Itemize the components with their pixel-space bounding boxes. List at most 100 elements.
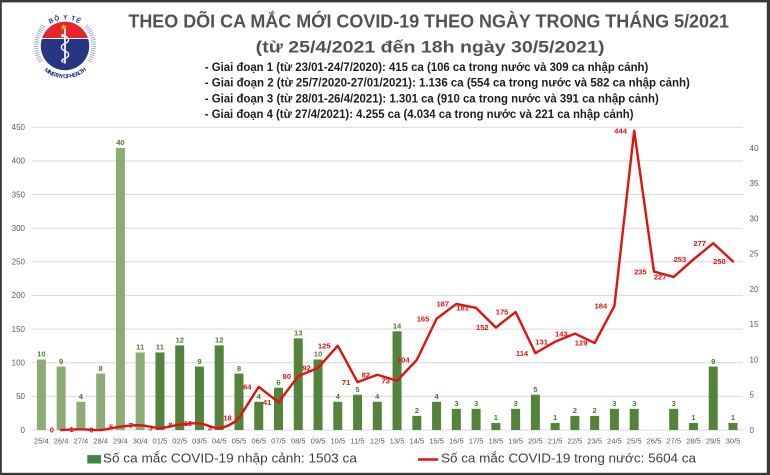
svg-text:200: 200	[12, 291, 26, 300]
svg-text:250: 250	[713, 257, 726, 266]
svg-text:28/5: 28/5	[686, 437, 701, 446]
svg-text:7: 7	[129, 421, 133, 430]
svg-text:30/5: 30/5	[726, 437, 741, 446]
svg-text:13/5: 13/5	[390, 437, 405, 446]
svg-text:14: 14	[393, 322, 402, 331]
svg-text:73: 73	[381, 376, 389, 385]
svg-text:4: 4	[434, 392, 439, 401]
svg-text:2: 2	[415, 406, 419, 415]
svg-text:1: 1	[553, 413, 558, 422]
svg-text:22/5: 22/5	[568, 437, 583, 446]
svg-text:350: 350	[12, 190, 26, 199]
svg-text:24/5: 24/5	[607, 437, 622, 446]
svg-text:450: 450	[12, 123, 26, 132]
svg-text:- Giai đoạn 2 (từ 25/7/2020-27: - Giai đoạn 2 (từ 25/7/2020-27/01/2021):…	[205, 76, 690, 90]
svg-text:10: 10	[750, 355, 759, 364]
svg-text:27/4: 27/4	[74, 437, 89, 446]
svg-text:BỘ Y TẾ: BỘ Y TẾ	[48, 13, 84, 26]
svg-text:25/5: 25/5	[627, 437, 642, 446]
svg-text:26/4: 26/4	[54, 437, 69, 446]
svg-text:152: 152	[476, 323, 489, 332]
svg-text:10/5: 10/5	[330, 437, 345, 446]
svg-text:131: 131	[535, 337, 548, 346]
svg-text:129: 129	[575, 339, 588, 348]
svg-text:15/5: 15/5	[429, 437, 444, 446]
svg-text:40: 40	[750, 144, 759, 153]
svg-text:23/5: 23/5	[587, 437, 602, 446]
svg-text:235: 235	[634, 267, 647, 276]
svg-text:01/5: 01/5	[153, 437, 168, 446]
svg-text:5: 5	[355, 385, 360, 394]
svg-text:17/5: 17/5	[469, 437, 484, 446]
svg-text:8: 8	[237, 364, 241, 373]
svg-text:14/5: 14/5	[409, 437, 424, 446]
svg-text:187: 187	[436, 300, 449, 309]
svg-text:10: 10	[37, 350, 45, 359]
svg-text:13: 13	[294, 329, 302, 338]
svg-text:21/5: 21/5	[548, 437, 563, 446]
svg-text:9: 9	[59, 357, 63, 366]
svg-text:300: 300	[12, 224, 26, 233]
svg-text:29/4: 29/4	[113, 437, 128, 446]
svg-text:16/5: 16/5	[449, 437, 464, 446]
svg-text:15: 15	[750, 320, 759, 329]
svg-text:1: 1	[691, 413, 696, 422]
svg-text:30: 30	[750, 214, 759, 223]
svg-text:28/4: 28/4	[93, 437, 108, 446]
svg-text:27/5: 27/5	[666, 437, 681, 446]
svg-text:4: 4	[79, 392, 84, 401]
svg-text:Số ca mắc COVID-19 trong nước:: Số ca mắc COVID-19 trong nước: 5604 ca	[441, 450, 697, 465]
svg-text:0: 0	[89, 426, 93, 435]
svg-text:0: 0	[50, 426, 54, 435]
svg-text:9: 9	[711, 357, 715, 366]
svg-text:80: 80	[283, 372, 291, 381]
svg-text:143: 143	[555, 329, 568, 338]
svg-text:19/5: 19/5	[508, 437, 523, 446]
svg-text:4: 4	[336, 392, 341, 401]
svg-text:11/5: 11/5	[350, 437, 364, 446]
svg-text:82: 82	[362, 370, 370, 379]
svg-text:125: 125	[318, 341, 331, 350]
svg-text:150: 150	[12, 325, 26, 334]
svg-text:2: 2	[573, 406, 577, 415]
svg-text:- Giai đoạn 3 (từ 28/01-26/4/2: - Giai đoạn 3 (từ 28/01-26/4/2021): 1.30…	[205, 91, 659, 105]
svg-text:20/5: 20/5	[528, 437, 543, 446]
svg-text:5: 5	[750, 391, 755, 400]
svg-text:3: 3	[474, 399, 478, 408]
svg-text:5: 5	[109, 422, 114, 431]
svg-text:12: 12	[215, 336, 223, 345]
svg-text:02/5: 02/5	[172, 437, 187, 446]
svg-text:175: 175	[496, 308, 509, 317]
svg-text:3: 3	[672, 399, 676, 408]
svg-text:165: 165	[417, 314, 430, 323]
svg-text:18/5: 18/5	[488, 437, 503, 446]
svg-text:9: 9	[197, 357, 201, 366]
svg-text:1: 1	[731, 413, 736, 422]
svg-text:12: 12	[175, 336, 183, 345]
svg-text:03/5: 03/5	[192, 437, 207, 446]
svg-text:3: 3	[208, 424, 212, 433]
svg-text:30/4: 30/4	[133, 437, 148, 446]
svg-text:4: 4	[257, 392, 262, 401]
svg-text:08/5: 08/5	[291, 437, 306, 446]
svg-text:6: 6	[276, 378, 280, 387]
svg-text:- Giai đoạn 4 (từ 27/4/2021):: - Giai đoạn 4 (từ 27/4/2021): 4.255 ca (…	[205, 107, 634, 121]
svg-text:277: 277	[693, 239, 706, 248]
svg-text:8: 8	[168, 420, 172, 429]
svg-text:06/5: 06/5	[251, 437, 266, 446]
svg-text:07/5: 07/5	[271, 437, 286, 446]
svg-text:253: 253	[674, 255, 687, 264]
svg-text:184: 184	[595, 302, 608, 311]
svg-text:114: 114	[516, 349, 529, 358]
svg-text:100: 100	[12, 359, 26, 368]
svg-text:400: 400	[12, 157, 26, 166]
svg-text:3: 3	[149, 424, 153, 433]
svg-text:92: 92	[302, 364, 310, 373]
svg-text:3: 3	[454, 399, 458, 408]
svg-text:41: 41	[263, 398, 272, 407]
svg-text:Số ca mắc COVID-19 nhập cảnh:: Số ca mắc COVID-19 nhập cảnh: 1503 ca	[103, 450, 358, 465]
svg-text:25/4: 25/4	[34, 437, 49, 446]
svg-text:8: 8	[99, 364, 103, 373]
svg-text:11: 11	[156, 343, 165, 352]
svg-text:3: 3	[612, 399, 616, 408]
